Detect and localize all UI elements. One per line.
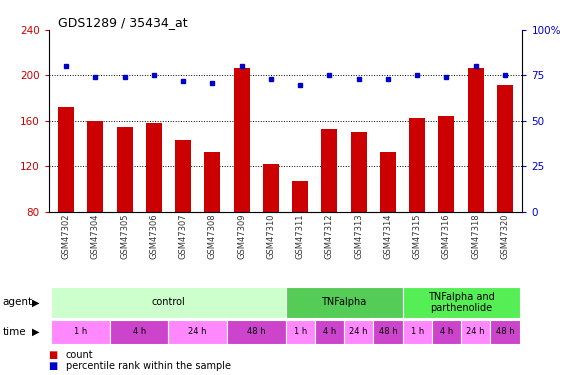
Text: ■: ■: [49, 361, 58, 371]
Text: 1 h: 1 h: [74, 327, 87, 336]
Bar: [204, 152, 220, 212]
Text: 24 h: 24 h: [188, 327, 207, 336]
Text: 48 h: 48 h: [496, 327, 514, 336]
Text: control: control: [152, 297, 186, 307]
Text: GDS1289 / 35434_at: GDS1289 / 35434_at: [58, 16, 188, 29]
Text: 1 h: 1 h: [411, 327, 424, 336]
Bar: [175, 140, 191, 212]
Text: 24 h: 24 h: [467, 327, 485, 336]
Text: count: count: [66, 350, 93, 360]
Bar: [409, 117, 425, 212]
Text: ▶: ▶: [31, 327, 39, 337]
Bar: [351, 132, 367, 212]
Bar: [116, 127, 132, 212]
Text: time: time: [3, 327, 26, 337]
Text: percentile rank within the sample: percentile rank within the sample: [66, 361, 231, 371]
Bar: [321, 129, 337, 212]
Bar: [439, 116, 455, 212]
Text: 24 h: 24 h: [349, 327, 368, 336]
Text: TNFalpha: TNFalpha: [321, 297, 367, 307]
Text: 48 h: 48 h: [247, 327, 266, 336]
Bar: [58, 107, 74, 212]
Text: ▶: ▶: [31, 297, 39, 307]
Text: 4 h: 4 h: [440, 327, 453, 336]
Bar: [263, 164, 279, 212]
Bar: [292, 181, 308, 212]
Text: 4 h: 4 h: [132, 327, 146, 336]
Bar: [234, 68, 250, 212]
Text: ■: ■: [49, 350, 58, 360]
Bar: [87, 121, 103, 212]
Bar: [146, 123, 162, 212]
Bar: [468, 68, 484, 212]
Text: agent: agent: [3, 297, 33, 307]
Text: 1 h: 1 h: [293, 327, 307, 336]
Bar: [380, 152, 396, 212]
Text: 48 h: 48 h: [379, 327, 397, 336]
Bar: [497, 85, 513, 212]
Text: TNFalpha and
parthenolide: TNFalpha and parthenolide: [428, 292, 494, 313]
Text: 4 h: 4 h: [323, 327, 336, 336]
